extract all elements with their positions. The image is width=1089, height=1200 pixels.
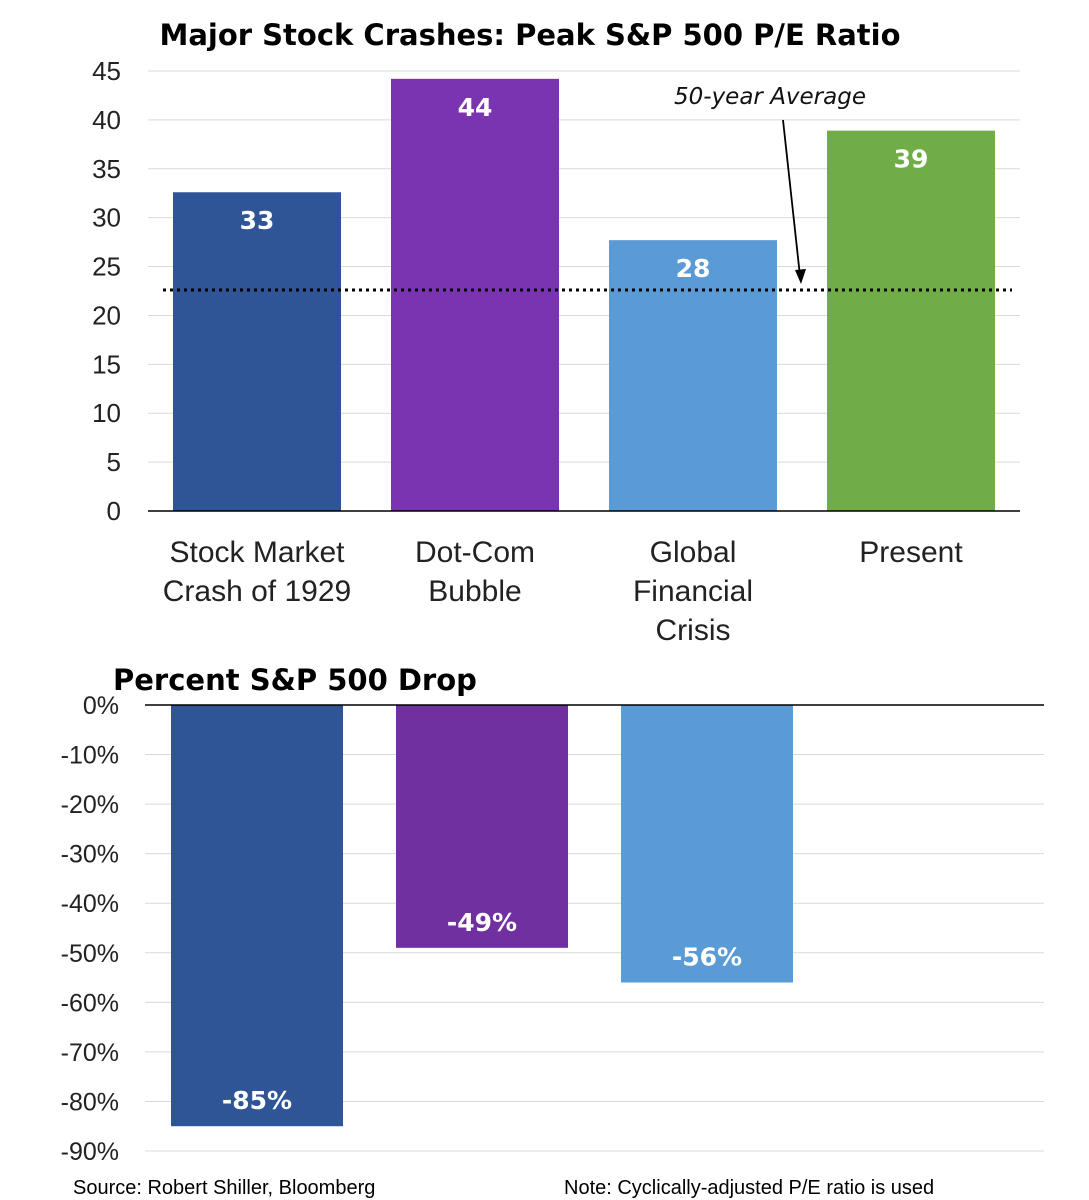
y-tick-label: 20 — [92, 300, 121, 330]
category-label: Global — [650, 536, 737, 569]
pe-ratio-chart: Major Stock Crashes: Peak S&P 500 P/E Ra… — [92, 18, 1020, 647]
pe-bars — [173, 78, 995, 512]
pe-category-labels: Stock Market Crash of 1929 Dot-Com Bubble Gl… — [163, 536, 964, 647]
drop-y-axis: 0% -10% -20% -30% -40% -50% -60% -70% -80% -90% — [61, 692, 119, 1166]
y-tick-label: 45 — [92, 56, 121, 86]
source-note: Source: Robert Shiller, Bloomberg — [73, 1177, 375, 1199]
category-label: Crisis — [656, 614, 731, 647]
drop-data-labels: -85% -49% -56% — [222, 908, 742, 1115]
bar — [396, 705, 568, 948]
category-label: Stock Market — [169, 536, 345, 569]
bar — [171, 705, 343, 1127]
y-tick-label: 40 — [92, 105, 121, 135]
y-tick-label: -60% — [61, 989, 119, 1017]
category-label: Bubble — [428, 575, 521, 608]
pe-data-labels: 33 44 28 39 — [240, 93, 929, 283]
category-label: Present — [859, 536, 963, 569]
y-tick-label: -50% — [61, 940, 119, 968]
bar-data-label: 44 — [458, 93, 493, 122]
y-tick-label: 0 — [107, 496, 121, 526]
y-tick-label: -70% — [61, 1039, 119, 1067]
bar-data-label: 28 — [676, 254, 711, 283]
category-label: Dot-Com — [415, 536, 535, 569]
y-tick-label: -40% — [61, 890, 119, 918]
pe-chart-title: Major Stock Crashes: Peak S&P 500 P/E Ra… — [159, 18, 900, 52]
y-tick-label: 10 — [92, 398, 121, 428]
bar-data-label: -49% — [447, 908, 517, 937]
y-tick-label: -30% — [61, 841, 119, 869]
category-label: Financial — [633, 575, 753, 608]
average-annotation: 50-year Average — [674, 84, 866, 110]
y-tick-label: 0% — [83, 692, 119, 720]
y-tick-label: 35 — [92, 154, 121, 184]
y-tick-label: -10% — [61, 742, 119, 770]
bar — [621, 705, 793, 983]
y-tick-label: 30 — [92, 203, 121, 233]
drop-bars — [171, 705, 793, 1127]
average-reference: 50-year Average — [163, 84, 1012, 292]
bar-data-label: -56% — [672, 943, 742, 972]
drop-chart: Percent S&P 500 Drop 0% -10% -20% -30% -40% -… — [61, 663, 1044, 1166]
pe-y-axis: 0 5 10 15 20 25 30 35 40 45 — [92, 56, 121, 526]
annotation-arrowhead — [795, 269, 806, 285]
y-tick-label: 15 — [92, 349, 121, 379]
bar-data-label: 39 — [894, 145, 929, 174]
bar — [173, 192, 341, 511]
y-tick-label: 5 — [107, 447, 121, 477]
category-label: Crash of 1929 — [163, 575, 351, 608]
y-tick-label: -90% — [61, 1138, 119, 1166]
methodology-note: Note: Cyclically-adjusted P/E ratio is u… — [564, 1177, 934, 1199]
annotation-arrow-line — [782, 119, 801, 277]
bar — [827, 130, 995, 511]
y-tick-label: 25 — [92, 252, 121, 282]
y-tick-label: -20% — [61, 791, 119, 819]
y-tick-label: -80% — [61, 1088, 119, 1116]
bar — [391, 78, 559, 512]
bar — [609, 240, 777, 511]
bar-data-label: 33 — [240, 206, 275, 235]
drop-chart-title: Percent S&P 500 Drop — [113, 663, 477, 697]
bar-data-label: -85% — [222, 1086, 292, 1115]
